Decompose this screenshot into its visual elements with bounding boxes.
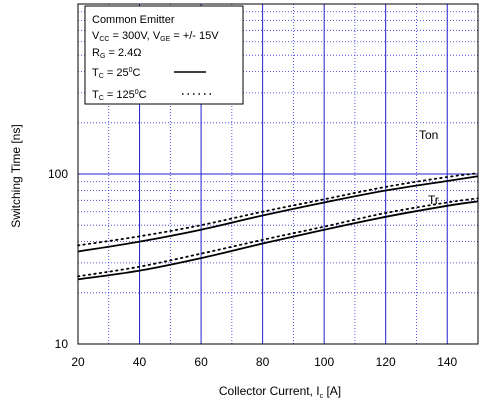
y-tick-label: 10 [55,337,69,351]
series-line-ton-25c [77,175,479,253]
x-tick-label: 60 [194,355,208,369]
legend-line-3: RG = 2.4Ω [92,47,141,60]
x-tick-label: 140 [437,355,457,369]
plot-area-frame [77,3,479,345]
series-layer [77,172,479,281]
y-tick-labels: 10 100 [48,167,68,351]
series-line-tr-25c [77,200,479,281]
x-tick-label: 20 [71,355,85,369]
series-line-ton-125c [77,172,479,247]
x-tick-label: 40 [133,355,147,369]
legend-line-4: TC = 250C [92,67,140,80]
series-line-tr-125c [77,197,479,278]
x-tick-label: 100 [314,355,334,369]
annotation-tr: Tr [428,193,439,207]
legend-line-5: TC = 1250C [92,89,147,102]
x-tick-label: 80 [256,355,270,369]
legend-box: Common Emitter VCC = 300V, VGE = +/- 15V… [84,5,244,105]
y-tick-label: 100 [48,167,68,181]
major-grid [78,4,478,344]
annotation-ton: Ton [419,128,438,142]
legend-line-2: VCC = 300V, VGE = +/- 15V [92,30,219,43]
legend-background [84,5,244,105]
x-axis-label: Collector Current, Ic [A] [219,384,341,400]
y-axis-label: Switching Time [ns] [9,124,23,227]
legend-line-1: Common Emitter [92,14,175,26]
x-tick-label: 120 [376,355,396,369]
x-tick-labels: 20 40 60 80 100 120 140 [71,355,457,369]
